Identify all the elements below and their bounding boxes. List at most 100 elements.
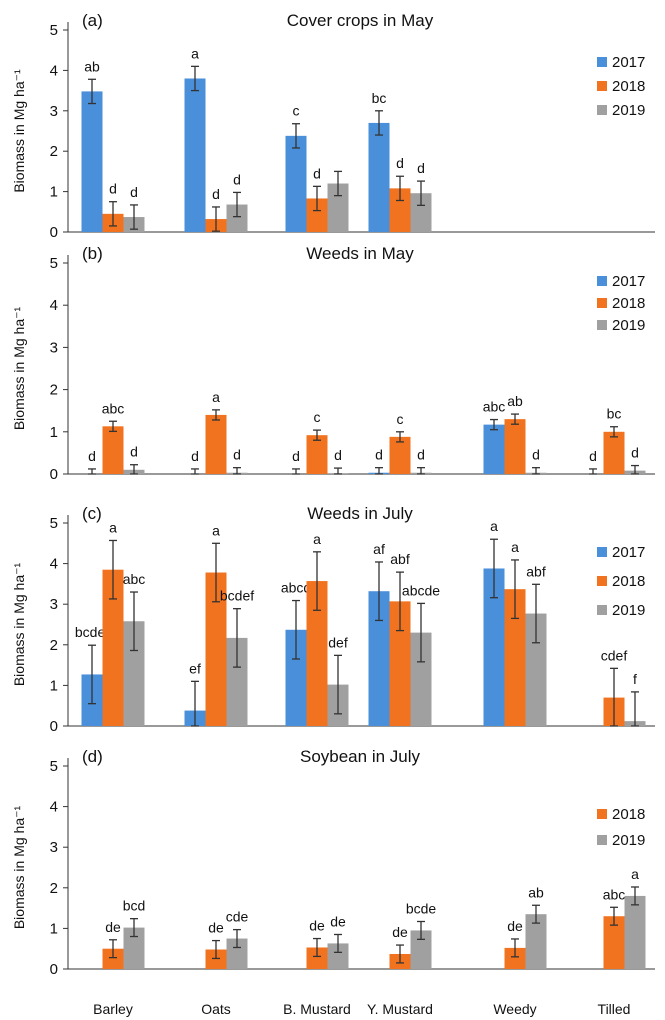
y-tick-label: 3 — [50, 839, 58, 856]
significance-label: a — [631, 866, 639, 882]
significance-label: d — [191, 448, 199, 464]
bar — [226, 637, 248, 726]
bar — [504, 419, 526, 474]
bar — [410, 193, 432, 232]
legend-swatch — [597, 81, 607, 91]
significance-label: c — [293, 103, 300, 119]
significance-label: bcdef — [75, 624, 109, 640]
bar — [525, 914, 547, 969]
significance-label: abcde — [402, 582, 440, 598]
y-axis-label: Biomass in Mg ha⁻¹ — [11, 69, 27, 193]
y-tick-label: 5 — [50, 22, 58, 39]
legend-label: 2019 — [612, 602, 645, 619]
x-tick-label: Barley — [93, 1001, 133, 1017]
significance-label: abc — [483, 399, 506, 415]
y-tick-label: 0 — [50, 224, 58, 241]
legend-swatch — [597, 276, 607, 286]
significance-label: a — [212, 389, 220, 405]
significance-label: d — [233, 447, 241, 463]
bar — [603, 916, 625, 969]
significance-label: bc — [372, 90, 387, 106]
significance-label: c — [314, 409, 321, 425]
legend-swatch — [597, 605, 607, 615]
y-axis-label: Biomass in Mg ha⁻¹ — [11, 563, 27, 687]
significance-label: abf — [526, 563, 546, 579]
legend-swatch — [597, 320, 607, 330]
bar — [102, 948, 124, 969]
bar — [525, 613, 547, 726]
significance-label: ab — [528, 884, 544, 900]
x-tick-label: Y. Mustard — [367, 1001, 433, 1017]
y-tick-label: 4 — [50, 62, 58, 79]
bar — [102, 426, 124, 474]
chart-title: Cover crops in May — [287, 11, 434, 30]
legend-label: 2018 — [612, 78, 645, 95]
significance-label: a — [490, 518, 498, 534]
significance-label: d — [109, 181, 117, 197]
significance-label: a — [191, 45, 199, 61]
legend-label: 2018 — [612, 806, 645, 823]
significance-label: bcdef — [220, 588, 254, 604]
y-axis-label: Biomass in Mg ha⁻¹ — [11, 806, 27, 930]
y-tick-label: 0 — [50, 466, 58, 483]
bar — [205, 414, 227, 474]
y-tick-label: 4 — [50, 799, 58, 816]
significance-label: ab — [84, 58, 100, 74]
y-tick-label: 1 — [50, 184, 58, 201]
x-tick-label: B. Mustard — [283, 1001, 351, 1017]
y-tick-label: 5 — [50, 515, 58, 532]
y-axis-label: Biomass in Mg ha⁻¹ — [11, 307, 27, 431]
legend-label: 2017 — [612, 54, 645, 71]
bar — [123, 621, 145, 726]
bar — [368, 591, 390, 726]
bar — [327, 943, 349, 969]
bar — [504, 589, 526, 726]
bar — [389, 601, 411, 726]
significance-label: d — [233, 171, 241, 187]
significance-label: a — [511, 539, 519, 555]
legend-swatch — [597, 57, 607, 67]
significance-label: def — [328, 634, 348, 650]
bar — [483, 424, 505, 474]
legend-swatch — [597, 809, 607, 819]
legend-swatch — [597, 547, 607, 557]
bar — [306, 198, 328, 232]
significance-label: d — [417, 160, 425, 176]
bar — [285, 135, 307, 232]
significance-label: cdef — [601, 647, 628, 663]
bar — [410, 632, 432, 726]
significance-label: c — [397, 411, 404, 427]
significance-label: cde — [226, 909, 249, 925]
significance-label: a — [313, 531, 321, 547]
bar — [603, 431, 625, 474]
significance-label: d — [417, 447, 425, 463]
chart-title: Weeds in May — [306, 244, 414, 263]
panel-label: (d) — [82, 747, 103, 766]
significance-label: d — [88, 448, 96, 464]
bar — [306, 435, 328, 474]
significance-label: d — [532, 447, 540, 463]
x-tick-label: Weedy — [493, 1001, 536, 1017]
y-tick-label: 3 — [50, 596, 58, 613]
legend-label: 2017 — [612, 544, 645, 561]
significance-label: d — [375, 447, 383, 463]
significance-label: abc — [123, 571, 146, 587]
significance-label: de — [105, 919, 121, 935]
y-tick-label: 2 — [50, 637, 58, 654]
significance-label: bc — [607, 406, 622, 422]
bar — [226, 938, 248, 969]
y-tick-label: 4 — [50, 297, 58, 314]
legend-swatch — [597, 298, 607, 308]
bar — [306, 581, 328, 726]
significance-label: d — [589, 448, 597, 464]
y-tick-label: 1 — [50, 424, 58, 441]
chart-title: Weeds in July — [307, 504, 413, 523]
x-tick-label: Tilled — [598, 1001, 631, 1017]
panel-label: (c) — [82, 504, 102, 523]
y-tick-label: 5 — [50, 758, 58, 775]
significance-label: de — [330, 913, 346, 929]
y-tick-label: 0 — [50, 718, 58, 735]
legend-label: 2019 — [612, 317, 645, 334]
bar — [327, 183, 349, 232]
